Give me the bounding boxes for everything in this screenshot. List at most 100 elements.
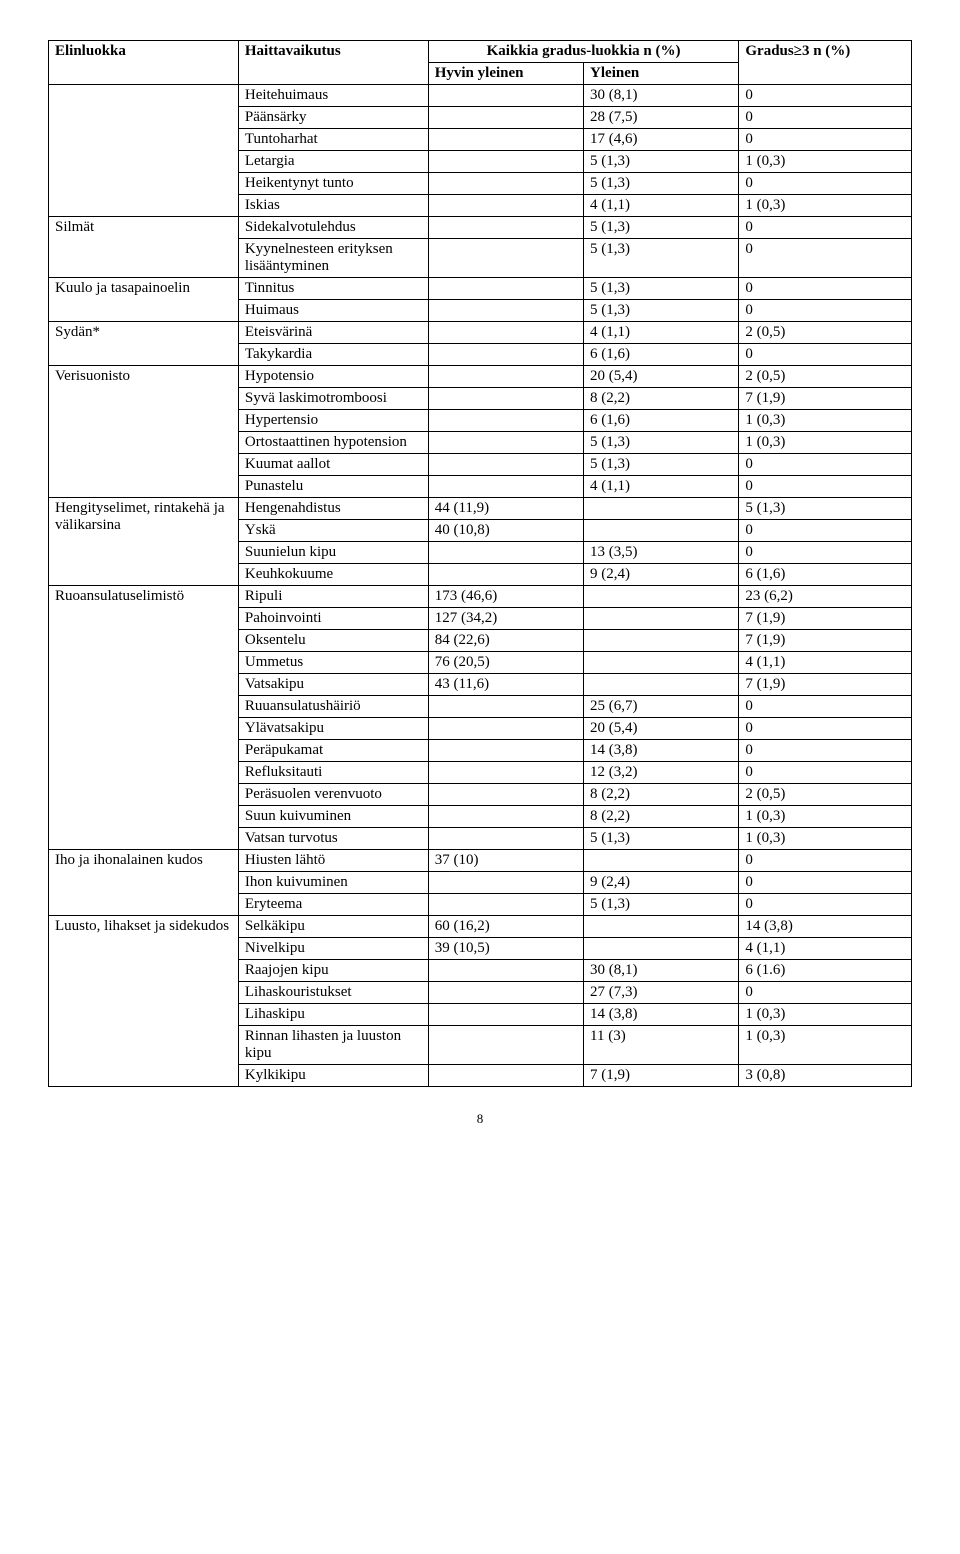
value-hyvin-yleinen	[428, 151, 583, 173]
effect-name: Lihaskouristukset	[238, 982, 428, 1004]
value-gradus3: 0	[739, 454, 912, 476]
effect-name: Letargia	[238, 151, 428, 173]
value-yleinen: 8 (2,2)	[584, 388, 739, 410]
value-yleinen: 14 (3,8)	[584, 1004, 739, 1026]
value-gradus3: 7 (1,9)	[739, 630, 912, 652]
effect-name: Suunielun kipu	[238, 542, 428, 564]
value-hyvin-yleinen	[428, 129, 583, 151]
value-yleinen: 5 (1,3)	[584, 432, 739, 454]
value-hyvin-yleinen	[428, 564, 583, 586]
table-row: Luusto, lihakset ja sidekudosSelkäkipu60…	[49, 916, 912, 938]
value-yleinen	[584, 498, 739, 520]
value-yleinen: 17 (4,6)	[584, 129, 739, 151]
group-cell: Sydän*	[49, 322, 239, 366]
table-row: SilmätSidekalvotulehdus5 (1,3)0	[49, 217, 912, 239]
value-hyvin-yleinen	[428, 1026, 583, 1065]
value-yleinen	[584, 938, 739, 960]
effect-name: Hypotensio	[238, 366, 428, 388]
group-cell: Hengityselimet, rintakehä ja välikarsina	[49, 498, 239, 586]
effect-name: Punastelu	[238, 476, 428, 498]
effect-name: Peräpukamat	[238, 740, 428, 762]
value-gradus3: 0	[739, 520, 912, 542]
value-hyvin-yleinen: 43 (11,6)	[428, 674, 583, 696]
value-yleinen: 8 (2,2)	[584, 806, 739, 828]
effect-name: Rinnan lihasten ja luuston kipu	[238, 1026, 428, 1065]
value-gradus3: 0	[739, 542, 912, 564]
value-hyvin-yleinen: 84 (22,6)	[428, 630, 583, 652]
value-yleinen: 5 (1,3)	[584, 894, 739, 916]
value-hyvin-yleinen	[428, 322, 583, 344]
effect-name: Tinnitus	[238, 278, 428, 300]
value-yleinen: 6 (1,6)	[584, 410, 739, 432]
effect-name: Peräsuolen verenvuoto	[238, 784, 428, 806]
value-hyvin-yleinen	[428, 85, 583, 107]
value-hyvin-yleinen	[428, 542, 583, 564]
group-cell: Silmät	[49, 217, 239, 278]
value-gradus3: 1 (0,3)	[739, 806, 912, 828]
effect-name: Lihaskipu	[238, 1004, 428, 1026]
value-yleinen: 20 (5,4)	[584, 718, 739, 740]
effect-name: Ruuansulatushäiriö	[238, 696, 428, 718]
value-yleinen: 11 (3)	[584, 1026, 739, 1065]
value-gradus3: 5 (1,3)	[739, 498, 912, 520]
effect-name: Kyynelnesteen erityksen lisääntyminen	[238, 239, 428, 278]
value-gradus3: 1 (0,3)	[739, 195, 912, 217]
value-gradus3: 1 (0,3)	[739, 151, 912, 173]
value-gradus3: 0	[739, 762, 912, 784]
table-header: Elinluokka Haittavaikutus Kaikkia gradus…	[49, 41, 912, 85]
group-cell: Ruoansulatuselimistö	[49, 586, 239, 850]
effect-name: Sidekalvotulehdus	[238, 217, 428, 239]
value-hyvin-yleinen	[428, 278, 583, 300]
value-hyvin-yleinen	[428, 476, 583, 498]
value-yleinen: 6 (1,6)	[584, 344, 739, 366]
adverse-effects-table: Elinluokka Haittavaikutus Kaikkia gradus…	[48, 40, 912, 1087]
table-row: RuoansulatuselimistöRipuli173 (46,6)23 (…	[49, 586, 912, 608]
effect-name: Nivelkipu	[238, 938, 428, 960]
value-gradus3: 4 (1,1)	[739, 938, 912, 960]
value-yleinen: 5 (1,3)	[584, 828, 739, 850]
value-gradus3: 6 (1,6)	[739, 564, 912, 586]
value-yleinen: 8 (2,2)	[584, 784, 739, 806]
header-gradus3: Gradus≥3 n (%)	[739, 41, 912, 85]
value-hyvin-yleinen	[428, 806, 583, 828]
value-gradus3: 1 (0,3)	[739, 432, 912, 454]
value-hyvin-yleinen	[428, 718, 583, 740]
effect-name: Vatsan turvotus	[238, 828, 428, 850]
table-row: Hengityselimet, rintakehä ja välikarsina…	[49, 498, 912, 520]
value-hyvin-yleinen	[428, 828, 583, 850]
value-yleinen: 12 (3,2)	[584, 762, 739, 784]
value-yleinen: 5 (1,3)	[584, 217, 739, 239]
value-yleinen: 5 (1,3)	[584, 239, 739, 278]
effect-name: Kylkikipu	[238, 1065, 428, 1087]
value-hyvin-yleinen	[428, 1004, 583, 1026]
value-gradus3: 0	[739, 894, 912, 916]
value-hyvin-yleinen	[428, 217, 583, 239]
value-yleinen: 30 (8,1)	[584, 85, 739, 107]
value-hyvin-yleinen	[428, 300, 583, 322]
group-cell: Verisuonisto	[49, 366, 239, 498]
value-hyvin-yleinen: 37 (10)	[428, 850, 583, 872]
value-gradus3: 7 (1,9)	[739, 388, 912, 410]
effect-name: Raajojen kipu	[238, 960, 428, 982]
group-cell: Iho ja ihonalainen kudos	[49, 850, 239, 916]
value-gradus3: 0	[739, 872, 912, 894]
value-hyvin-yleinen	[428, 762, 583, 784]
effect-name: Huimaus	[238, 300, 428, 322]
effect-name: Ihon kuivuminen	[238, 872, 428, 894]
value-gradus3: 0	[739, 85, 912, 107]
effect-name: Ylävatsakipu	[238, 718, 428, 740]
value-hyvin-yleinen: 44 (11,9)	[428, 498, 583, 520]
value-gradus3: 1 (0,3)	[739, 1004, 912, 1026]
effect-name: Pahoinvointi	[238, 608, 428, 630]
value-hyvin-yleinen: 39 (10,5)	[428, 938, 583, 960]
value-yleinen: 14 (3,8)	[584, 740, 739, 762]
value-gradus3: 1 (0,3)	[739, 828, 912, 850]
value-hyvin-yleinen	[428, 784, 583, 806]
effect-name: Kuumat aallot	[238, 454, 428, 476]
group-cell	[49, 85, 239, 217]
table-body: Heitehuimaus30 (8,1)0Päänsärky28 (7,5)0T…	[49, 85, 912, 1087]
value-gradus3: 0	[739, 982, 912, 1004]
value-hyvin-yleinen	[428, 454, 583, 476]
value-yleinen: 7 (1,9)	[584, 1065, 739, 1087]
value-gradus3: 7 (1,9)	[739, 608, 912, 630]
